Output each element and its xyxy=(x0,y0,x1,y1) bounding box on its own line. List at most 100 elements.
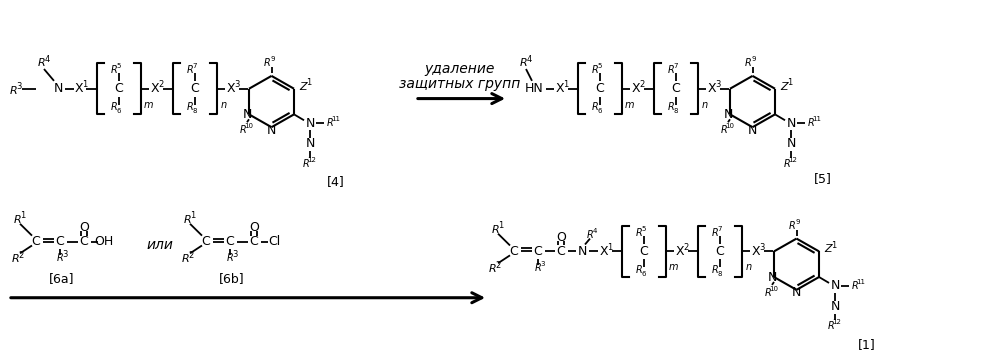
Text: R: R xyxy=(264,58,270,68)
Text: 9: 9 xyxy=(795,219,799,225)
Text: R: R xyxy=(712,228,719,238)
Text: R: R xyxy=(227,253,234,263)
Text: m: m xyxy=(625,99,634,110)
Text: 6: 6 xyxy=(598,108,602,114)
Text: X: X xyxy=(75,82,83,95)
Text: N: N xyxy=(791,286,801,299)
Text: N: N xyxy=(577,245,587,258)
Text: [6a]: [6a] xyxy=(49,272,75,285)
Text: 11: 11 xyxy=(856,279,865,285)
Text: C: C xyxy=(56,235,65,248)
Text: R: R xyxy=(10,86,18,96)
Text: 7: 7 xyxy=(718,226,723,232)
Text: Z: Z xyxy=(824,244,832,254)
Text: R: R xyxy=(187,65,194,75)
Text: 3: 3 xyxy=(759,243,764,252)
Text: 1: 1 xyxy=(20,211,26,220)
Text: O: O xyxy=(250,221,258,234)
Text: 8: 8 xyxy=(193,108,198,114)
Text: 3: 3 xyxy=(62,250,68,259)
Text: R: R xyxy=(489,264,497,274)
Text: X: X xyxy=(556,82,564,95)
Text: R: R xyxy=(14,215,22,225)
Text: C: C xyxy=(716,245,725,258)
Text: 1: 1 xyxy=(608,243,613,252)
Text: R: R xyxy=(302,159,309,168)
Text: C: C xyxy=(191,82,200,95)
Text: [6b]: [6b] xyxy=(220,272,245,285)
Text: N: N xyxy=(243,108,251,121)
Text: R: R xyxy=(783,159,790,168)
Text: 4: 4 xyxy=(593,228,597,234)
Text: 1: 1 xyxy=(83,80,88,89)
Text: HN: HN xyxy=(525,82,543,95)
Text: R: R xyxy=(668,102,675,112)
Text: m: m xyxy=(669,262,678,272)
Text: O: O xyxy=(556,231,566,244)
Text: C: C xyxy=(80,235,89,248)
Text: 3: 3 xyxy=(233,250,238,259)
Text: [5]: [5] xyxy=(814,172,832,185)
Text: R: R xyxy=(187,102,194,112)
Text: C: C xyxy=(32,235,40,248)
Text: R: R xyxy=(668,65,675,75)
Text: удаление: удаление xyxy=(425,62,495,76)
Text: N: N xyxy=(830,279,839,292)
Text: R: R xyxy=(587,230,594,240)
Text: R: R xyxy=(746,58,751,68)
Text: C: C xyxy=(510,245,518,258)
Text: 2: 2 xyxy=(684,243,689,252)
Text: X: X xyxy=(600,245,609,258)
Text: n: n xyxy=(702,99,708,110)
Text: 3: 3 xyxy=(541,261,545,267)
Text: R: R xyxy=(57,253,64,263)
Text: 4: 4 xyxy=(526,55,532,64)
Text: 7: 7 xyxy=(193,63,198,69)
Text: Cl: Cl xyxy=(267,235,280,248)
Text: Z: Z xyxy=(299,82,306,92)
Text: 2: 2 xyxy=(159,80,164,89)
Text: X: X xyxy=(708,82,717,95)
Text: N: N xyxy=(305,138,314,151)
Text: C: C xyxy=(250,235,258,248)
Text: R: R xyxy=(182,254,190,264)
Text: 12: 12 xyxy=(832,319,841,325)
Text: 8: 8 xyxy=(674,108,679,114)
Text: 1: 1 xyxy=(306,78,311,87)
Text: X: X xyxy=(151,82,160,95)
Text: 2: 2 xyxy=(640,80,645,89)
Text: R: R xyxy=(12,254,20,264)
Text: N: N xyxy=(266,124,276,137)
Text: C: C xyxy=(534,245,542,258)
Text: OH: OH xyxy=(95,235,114,248)
Text: N: N xyxy=(724,108,733,121)
Text: 6: 6 xyxy=(642,271,647,277)
Text: X: X xyxy=(632,82,641,95)
Text: R: R xyxy=(592,65,599,75)
Text: R: R xyxy=(592,102,599,112)
Text: C: C xyxy=(202,235,211,248)
Text: 10: 10 xyxy=(726,123,735,129)
Text: 1: 1 xyxy=(498,221,504,230)
Text: C: C xyxy=(115,82,124,95)
Text: N: N xyxy=(748,124,757,137)
Text: R: R xyxy=(807,118,814,128)
Text: 4: 4 xyxy=(44,55,50,64)
Text: m: m xyxy=(144,99,153,110)
Text: R: R xyxy=(492,225,500,235)
Text: 9: 9 xyxy=(751,56,755,62)
Text: 7: 7 xyxy=(674,63,679,69)
Text: [4]: [4] xyxy=(327,175,345,188)
Text: R: R xyxy=(764,288,771,298)
Text: R: R xyxy=(827,321,834,331)
Text: 3: 3 xyxy=(16,82,22,91)
Text: R: R xyxy=(240,125,247,135)
Text: [1]: [1] xyxy=(858,338,876,351)
Text: X: X xyxy=(227,82,236,95)
Text: X: X xyxy=(676,245,685,258)
Text: C: C xyxy=(557,245,566,258)
Text: 10: 10 xyxy=(769,286,778,292)
Text: R: R xyxy=(851,281,858,291)
Text: 1: 1 xyxy=(787,78,792,87)
Text: N: N xyxy=(305,117,314,130)
